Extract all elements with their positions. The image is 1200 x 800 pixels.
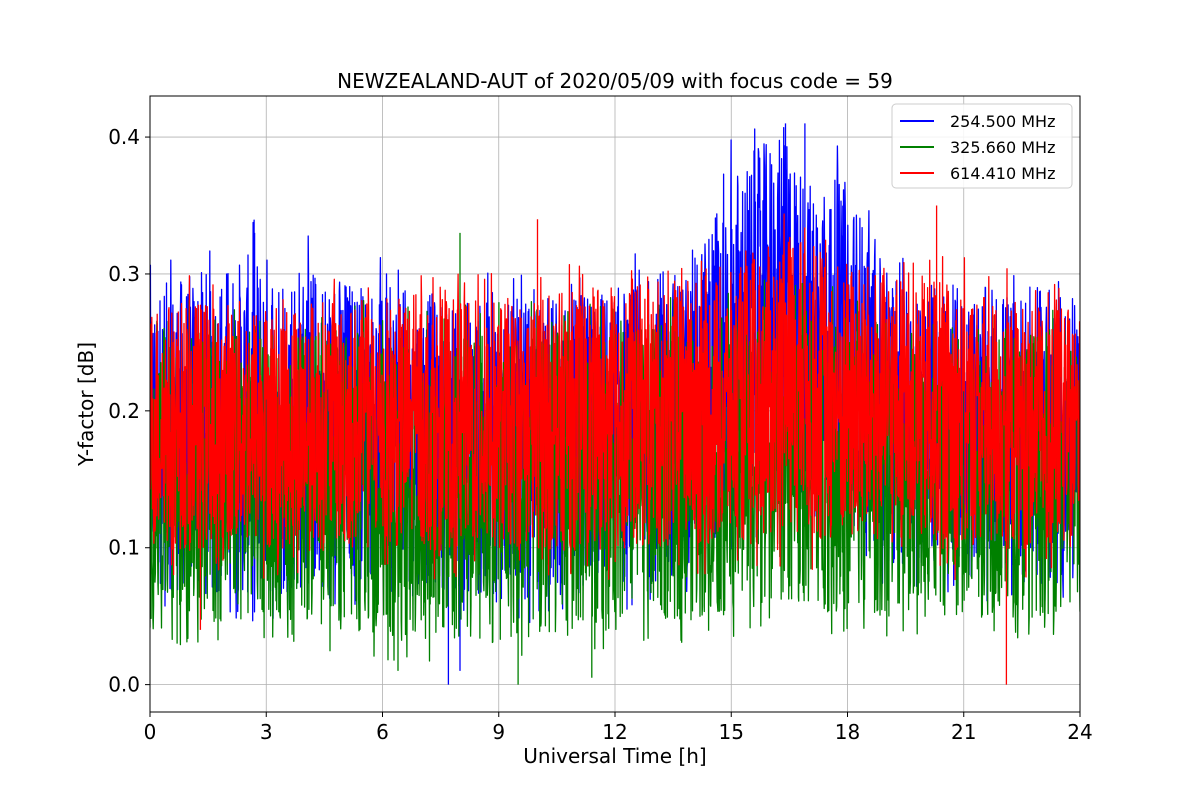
y-tick-label: 0.0 [108, 673, 140, 697]
legend-box [891, 103, 1073, 189]
x-tick-label: 21 [951, 720, 976, 744]
x-tick-label: 24 [1067, 720, 1092, 744]
x-tick-label: 18 [835, 720, 860, 744]
series-layer [150, 123, 1080, 685]
x-tick-label: 15 [719, 720, 744, 744]
chart-title: NEWZEALAND-AUT of 2020/05/09 with focus … [337, 69, 893, 93]
y-tick-label: 0.2 [108, 399, 140, 423]
legend: 254.500 MHz 325.660 MHz 614.410 MHz [891, 103, 1073, 189]
x-tick-label: 6 [376, 720, 389, 744]
y-tick-label: 0.4 [108, 125, 140, 149]
legend-label-0: 254.500 MHz [950, 112, 1055, 131]
legend-label-2: 614.410 MHz [950, 164, 1055, 183]
x-tick-label: 9 [492, 720, 505, 744]
x-tick-label: 0 [144, 720, 157, 744]
series-line-2 [150, 205, 1080, 685]
legend-label-1: 325.660 MHz [950, 138, 1055, 157]
y-tick-label: 0.1 [108, 536, 140, 560]
x-tick-label: 12 [602, 720, 627, 744]
ticks: 0 3 6 9 12 15 18 21 24 0.0 0.1 0.2 0.3 0.4 [108, 125, 1093, 744]
x-axis-label: Universal Time [h] [523, 744, 706, 768]
y-axis-label: Y-factor [dB] [74, 342, 98, 467]
y-tick-label: 0.3 [108, 262, 140, 286]
x-tick-label: 3 [260, 720, 273, 744]
